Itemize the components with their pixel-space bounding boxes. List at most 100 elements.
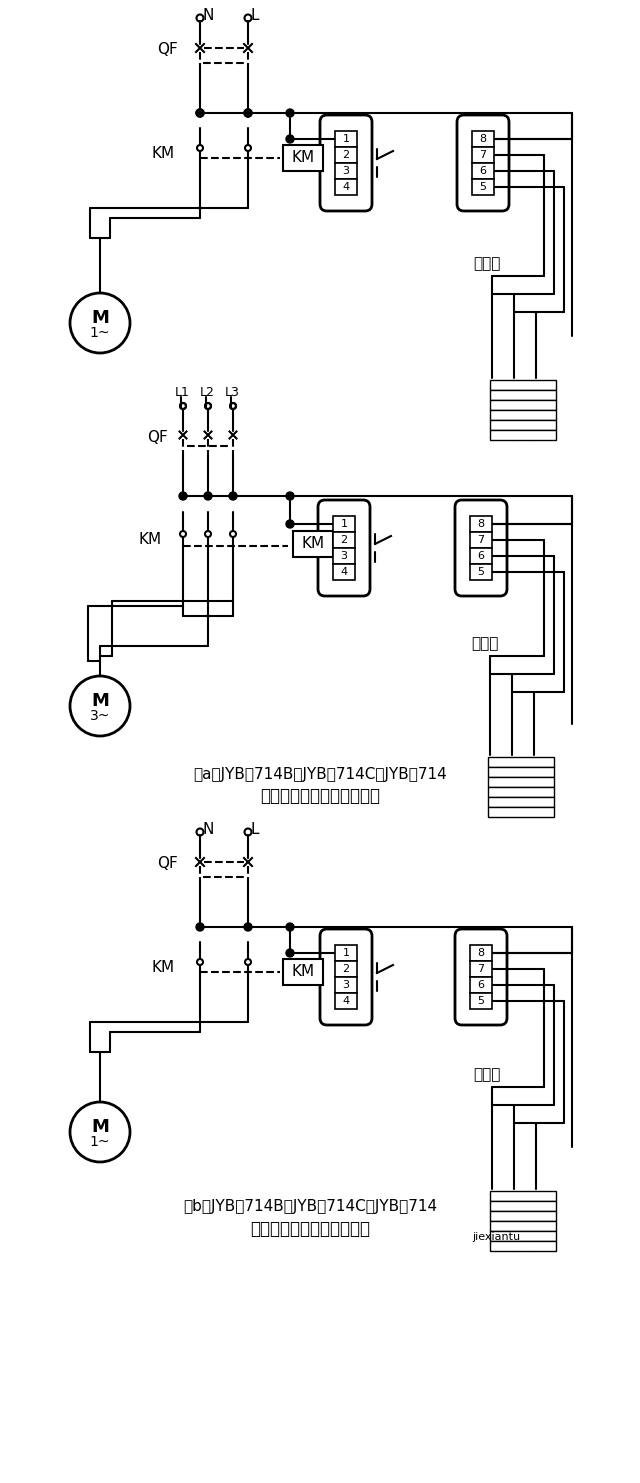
Bar: [488, 756, 554, 767]
Text: QF: QF: [147, 430, 168, 445]
Text: KM: KM: [152, 145, 175, 160]
Bar: [490, 1201, 556, 1212]
Text: 8: 8: [479, 133, 486, 144]
Circle shape: [204, 492, 212, 500]
Text: 7: 7: [479, 150, 486, 160]
Text: 高中低: 高中低: [471, 636, 499, 651]
Text: 5: 5: [479, 182, 486, 191]
Text: 3: 3: [342, 980, 349, 991]
Text: 6: 6: [479, 166, 486, 176]
Bar: [490, 1241, 556, 1252]
Text: 5: 5: [477, 997, 484, 1005]
Bar: [333, 532, 355, 549]
FancyBboxPatch shape: [320, 116, 372, 211]
Bar: [470, 564, 492, 580]
Text: （b）JYB－714B、JYB－714C、JYB－714: （b）JYB－714B、JYB－714C、JYB－714: [183, 1200, 437, 1215]
Text: QF: QF: [157, 43, 178, 58]
Bar: [333, 516, 355, 532]
FancyBboxPatch shape: [318, 500, 370, 596]
Text: N: N: [202, 823, 213, 838]
Bar: [490, 420, 556, 430]
Text: 高中低: 高中低: [474, 1068, 500, 1083]
Text: 6: 6: [477, 980, 484, 991]
FancyBboxPatch shape: [320, 928, 372, 1025]
Circle shape: [179, 492, 187, 500]
Bar: [470, 961, 492, 977]
Bar: [490, 409, 556, 420]
Circle shape: [244, 108, 252, 117]
Bar: [335, 977, 357, 994]
Bar: [490, 1191, 556, 1201]
Bar: [490, 380, 556, 390]
Text: L3: L3: [225, 386, 239, 399]
Text: 7: 7: [477, 535, 484, 544]
Bar: [335, 163, 357, 179]
Bar: [470, 549, 492, 564]
Text: 2: 2: [342, 964, 349, 974]
Text: M: M: [91, 308, 109, 326]
Bar: [470, 516, 492, 532]
Bar: [333, 564, 355, 580]
Circle shape: [196, 108, 204, 117]
Text: L: L: [250, 823, 259, 838]
Text: N: N: [202, 9, 213, 24]
Text: （a）JYB－714B、JYB－714C、JYB－714: （a）JYB－714B、JYB－714C、JYB－714: [193, 767, 447, 782]
Text: 高中低: 高中低: [474, 257, 500, 271]
Bar: [472, 131, 494, 147]
Circle shape: [196, 922, 204, 931]
Bar: [490, 400, 556, 409]
Bar: [335, 994, 357, 1008]
Bar: [293, 531, 333, 558]
Circle shape: [286, 492, 294, 500]
Bar: [472, 163, 494, 179]
Circle shape: [286, 922, 294, 931]
Circle shape: [229, 492, 237, 500]
Text: KM: KM: [291, 150, 315, 166]
Text: 1~: 1~: [90, 326, 110, 340]
Bar: [490, 390, 556, 400]
Bar: [488, 796, 554, 807]
FancyBboxPatch shape: [457, 116, 509, 211]
Bar: [283, 960, 323, 985]
Text: L1: L1: [175, 386, 189, 399]
Bar: [470, 532, 492, 549]
FancyBboxPatch shape: [455, 500, 507, 596]
Text: 1: 1: [342, 948, 349, 958]
Text: M: M: [91, 693, 109, 710]
Text: 2: 2: [340, 535, 348, 544]
Text: 1: 1: [342, 133, 349, 144]
Text: 5: 5: [477, 567, 484, 577]
Bar: [333, 549, 355, 564]
Bar: [470, 977, 492, 994]
Bar: [470, 945, 492, 961]
Text: 液位继电器供水方式接线图: 液位继电器供水方式接线图: [260, 787, 380, 805]
Bar: [490, 1231, 556, 1241]
Bar: [490, 1221, 556, 1231]
Bar: [335, 147, 357, 163]
Text: KM: KM: [291, 964, 315, 979]
Bar: [335, 961, 357, 977]
Bar: [490, 430, 556, 440]
Circle shape: [196, 108, 204, 117]
Text: M: M: [91, 1118, 109, 1136]
Bar: [488, 807, 554, 817]
Text: 3~: 3~: [90, 709, 110, 724]
Circle shape: [286, 135, 294, 142]
Bar: [470, 994, 492, 1008]
Bar: [488, 767, 554, 777]
Bar: [283, 145, 323, 171]
Bar: [335, 179, 357, 194]
Bar: [490, 1212, 556, 1221]
Text: KM: KM: [152, 960, 175, 974]
Text: L: L: [250, 9, 259, 24]
Bar: [488, 777, 554, 787]
Circle shape: [244, 108, 252, 117]
Text: 1~: 1~: [90, 1134, 110, 1149]
Bar: [472, 147, 494, 163]
Text: 4: 4: [340, 567, 348, 577]
Bar: [472, 179, 494, 194]
Text: jiexiantu: jiexiantu: [472, 1232, 520, 1241]
Circle shape: [286, 949, 294, 957]
Text: 7: 7: [477, 964, 484, 974]
Text: 8: 8: [477, 948, 484, 958]
